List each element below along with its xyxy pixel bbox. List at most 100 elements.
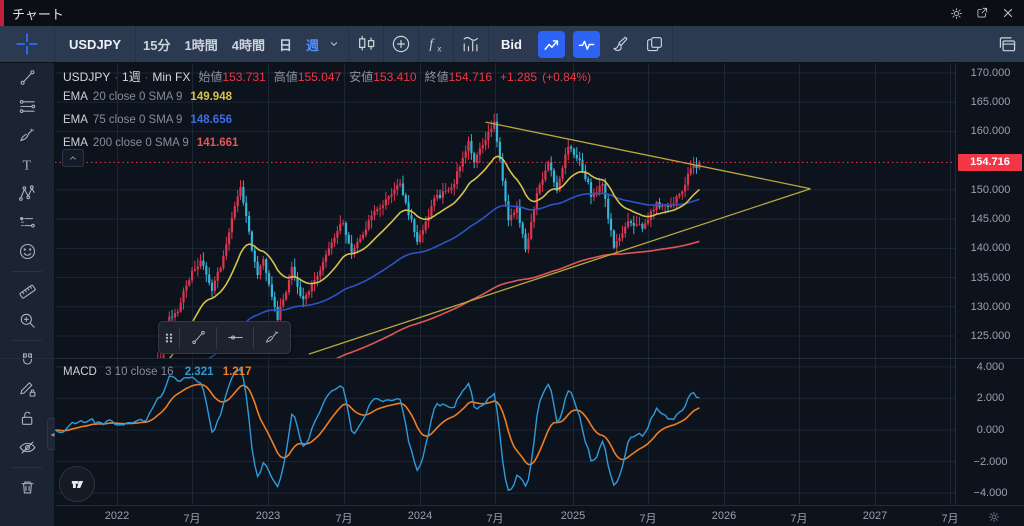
time-tick-label: 7月 [465, 510, 525, 526]
svg-text:T: T [22, 159, 31, 174]
time-tick-label: 2024 [390, 510, 450, 522]
oscillator-signal-button[interactable] [573, 31, 600, 58]
time-tick-label: 7月 [618, 510, 678, 526]
macd-name: MACD [63, 366, 97, 378]
time-tick-label: 2025 [543, 510, 603, 522]
macd-legend[interactable]: MACD 3 10 close 16 2.321 1.217 [63, 366, 251, 378]
tool-fib-retracement[interactable] [0, 92, 54, 121]
price-tick-label: 160.000 [956, 125, 1024, 137]
macd-tick-label: 2.000 [956, 392, 1024, 404]
ohlc-label: 終値 [425, 70, 449, 84]
toolbar-separator [672, 26, 673, 62]
time-tick-label: 7月 [314, 510, 374, 526]
legend-feed: Min FX [152, 70, 190, 84]
macd-tick-label: 0.000 [956, 424, 1024, 436]
timeframe-group: 15分1時間4時間日週 [136, 26, 326, 62]
chevron-down-icon[interactable] [326, 36, 348, 52]
timeframe-4時間[interactable]: 4時間 [225, 35, 272, 54]
bid-label: Bid [489, 37, 534, 52]
macd-tick-label: 4.000 [956, 361, 1024, 373]
tool-trash[interactable] [0, 473, 54, 502]
timeframe-日[interactable]: 日 [272, 35, 299, 54]
time-tick-label: 2026 [694, 510, 754, 522]
close-icon[interactable] [1000, 5, 1016, 21]
price-tick-label: 125.000 [956, 330, 1024, 342]
tool-magnet[interactable] [0, 346, 54, 375]
time-tick-label: 7月 [920, 510, 980, 526]
macd-signal-value: 1.217 [223, 366, 252, 378]
tool-drawing-pencil-lock[interactable] [0, 375, 54, 404]
indicators-fx-button[interactable]: fx [419, 26, 453, 62]
price-tick-label: 140.000 [956, 242, 1024, 254]
price-tick-label: 170.000 [956, 67, 1024, 79]
compare-add-button[interactable] [384, 26, 418, 62]
ohlc-label: 安値 [349, 70, 373, 84]
svg-text:x: x [437, 44, 441, 53]
macd-params: 3 10 close 16 [105, 366, 173, 378]
timeframe-1時間[interactable]: 1時間 [178, 35, 225, 54]
main-toolbar: USDJPY 15分1時間4時間日週 fx Bid [0, 26, 1024, 63]
favorite-tool-brush[interactable] [254, 322, 290, 353]
price-axis[interactable]: 170.000165.000160.000150.000145.000140.0… [955, 63, 1024, 505]
open-external-icon[interactable] [974, 5, 990, 21]
legend-change-pct: (+0.84%) [542, 70, 591, 84]
tradingview-logo[interactable] [59, 466, 95, 502]
time-axis[interactable]: 20227月20237月20247月20257月20267月20277月 [55, 505, 1024, 526]
chart-window: チャート USDJPY 15分1時間4時間日週 fx Bid T ◂ [0, 0, 1024, 526]
price-tick-label: 135.000 [956, 272, 1024, 284]
trend-signal-button[interactable] [538, 31, 565, 58]
ohlc-value: 155.047 [298, 70, 341, 84]
price-tick-label: 150.000 [956, 184, 1024, 196]
legend-collapse-button[interactable] [62, 149, 84, 167]
sidebar-separator [12, 467, 42, 468]
symbol-legend[interactable]: USDJPY·1週·Min FX始値153.731高値155.047安値153.… [63, 68, 591, 85]
tool-lock-all[interactable] [0, 404, 54, 433]
tool-ruler[interactable] [0, 277, 54, 306]
tool-hide-drawings[interactable] [0, 433, 54, 462]
symbol-button[interactable]: USDJPY [55, 37, 135, 52]
window-layout-button[interactable] [990, 26, 1024, 62]
pane-separator[interactable] [0, 358, 1024, 359]
tool-projection-tool[interactable] [0, 208, 54, 237]
brush-style-button[interactable] [604, 26, 638, 62]
ohlc-label: 高値 [274, 70, 298, 84]
tool-text[interactable]: T [0, 150, 54, 179]
accent-stripe [0, 0, 4, 26]
candlestick-style-button[interactable] [349, 26, 383, 62]
favorite-tool-trend-line[interactable] [180, 322, 216, 353]
indicator-legend-ema20[interactable]: EMA20 close 0 SMA 9149.948 [63, 91, 232, 103]
sidebar-separator [12, 271, 42, 272]
ohlc-value: 153.731 [222, 70, 265, 84]
drag-handle[interactable] [159, 322, 179, 353]
ohlc-value: 153.410 [373, 70, 416, 84]
duplicate-layout-button[interactable] [638, 26, 672, 62]
ohlc-label: 始値 [198, 70, 222, 84]
window-title: チャート [12, 4, 64, 23]
title-bar: チャート [0, 0, 1024, 26]
legend-symbol: USDJPY [63, 70, 110, 84]
axis-settings-gear-icon[interactable] [985, 508, 1003, 526]
price-chart-canvas[interactable] [55, 63, 955, 505]
time-tick-label: 2027 [845, 510, 905, 522]
time-tick-label: 2023 [238, 510, 298, 522]
drawing-toolbar: T [0, 63, 55, 526]
tool-emoji[interactable] [0, 237, 54, 266]
favorite-tool-horizontal-ray[interactable] [217, 322, 253, 353]
timeframe-週[interactable]: 週 [299, 35, 326, 54]
crosshair-tool-button[interactable] [0, 26, 54, 62]
indicator-legend-ema200[interactable]: EMA200 close 0 SMA 9141.661 [63, 137, 238, 149]
time-tick-label: 2022 [87, 510, 147, 522]
tool-zoom-in[interactable] [0, 306, 54, 335]
indicator-template-button[interactable] [454, 26, 488, 62]
time-tick-label: 7月 [769, 510, 829, 526]
tool-brush[interactable] [0, 121, 54, 150]
macd-tick-label: −4.000 [956, 487, 1024, 499]
settings-icon[interactable] [948, 5, 964, 21]
chart-pane[interactable]: USDJPY·1週·Min FX始値153.731高値155.047安値153.… [55, 63, 955, 505]
tool-trend-line[interactable] [0, 63, 54, 92]
timeframe-15分[interactable]: 15分 [136, 35, 177, 54]
tool-xabcd-pattern[interactable] [0, 179, 54, 208]
ohlc-value: 154.716 [449, 70, 492, 84]
macd-value: 2.321 [185, 366, 214, 378]
indicator-legend-ema75[interactable]: EMA75 close 0 SMA 9148.656 [63, 114, 232, 126]
